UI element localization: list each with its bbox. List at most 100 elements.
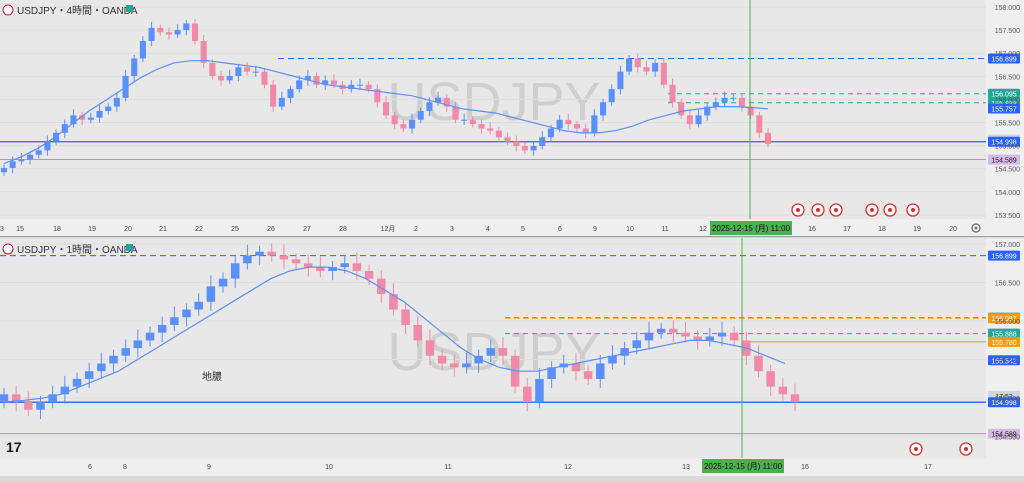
x-tick-label: 16	[808, 226, 816, 233]
candle-body	[157, 27, 164, 33]
moving-average-line[interactable]	[3, 266, 786, 403]
candle-body	[620, 348, 629, 356]
candle-body	[717, 332, 727, 337]
x-tick-label: 12月	[381, 225, 396, 233]
price-tag[interactable]: 154.589	[988, 428, 1020, 439]
x-tick-label: 10	[325, 464, 333, 471]
candle-body	[632, 340, 642, 349]
candle-body	[426, 102, 433, 111]
pane-1h[interactable]: USDJPY USDJPY・1時間・OANDA 地膿 17 156.899156…	[0, 238, 1024, 476]
economic-event-icon[interactable]	[791, 203, 805, 217]
candle-body	[194, 301, 203, 310]
candle-body	[626, 58, 633, 72]
candle-body	[148, 27, 155, 41]
x-tick-label: 2	[414, 226, 418, 233]
candle-body	[53, 132, 60, 142]
candle-body	[790, 394, 800, 403]
candle-body	[121, 348, 130, 356]
price-tag[interactable]: 155.888	[988, 328, 1020, 339]
price-tag-text: 154.589	[991, 158, 1016, 165]
y-tick-label: 154.500	[995, 167, 1020, 174]
price-tag[interactable]: 155.757	[988, 103, 1020, 114]
y-tick-label: 156.500	[995, 74, 1020, 81]
pane-4h-yticks: 158.000 157.500 157.000 156.500 156.000 155.5…	[995, 5, 1020, 220]
economic-event-icon[interactable]	[959, 442, 973, 456]
candle-body	[495, 130, 502, 138]
candle-body	[174, 30, 181, 35]
candle-body	[523, 386, 532, 403]
economic-event-icon[interactable]	[811, 203, 825, 217]
pane-4h[interactable]: USDJPY USDJPY・4時間・OANDA 156.899156.09515…	[0, 0, 1024, 237]
candle-body	[170, 317, 179, 325]
pane-4h-time-axis[interactable]	[0, 219, 986, 236]
x-tick-label: 3	[450, 226, 454, 233]
price-tag[interactable]: 156.899	[988, 53, 1020, 64]
x-tick-label: 18	[53, 226, 61, 233]
candle-body	[778, 386, 788, 395]
y-tick-label: 155.500	[995, 121, 1020, 128]
candle-body	[391, 115, 398, 125]
price-tag[interactable]: 156.899	[988, 250, 1020, 261]
candle-body	[754, 355, 763, 372]
candle-body	[267, 251, 276, 256]
economic-event-icon[interactable]	[829, 203, 843, 217]
candle-body	[756, 115, 763, 133]
candle-body	[530, 146, 537, 151]
price-tag[interactable]: 156.095	[988, 88, 1020, 99]
x-tick-label: 20	[949, 226, 957, 233]
x-tick-label: 28	[339, 226, 347, 233]
economic-event-icon[interactable]	[883, 203, 897, 217]
pane-1h-tags: 156.899156.095156.087155.888155.780155.5…	[988, 250, 1020, 439]
candle-body	[425, 340, 435, 356]
x-tick-label: 10	[626, 226, 634, 233]
price-tag-text: 156.087	[991, 316, 1016, 323]
candle-body	[729, 332, 739, 341]
candle-body	[437, 355, 447, 364]
candle-body	[704, 106, 711, 116]
settings-icon[interactable]	[971, 223, 981, 233]
candle-body	[686, 115, 693, 125]
price-tag-text: 156.899	[991, 57, 1016, 64]
pane-1h-time-axis[interactable]	[0, 458, 986, 476]
price-tag[interactable]: 155.780	[988, 336, 1020, 347]
candle-body	[435, 97, 442, 103]
pane-4h-price-axis[interactable]	[986, 0, 1024, 236]
candle-body	[417, 111, 424, 120]
candle-body	[747, 106, 754, 116]
candle-body	[660, 62, 667, 85]
pane-1h-yticks: 157.000 156.500 156.000 155.500 155.000 154.5…	[995, 242, 1020, 442]
y-tick-label: 156.500	[995, 281, 1020, 288]
y-tick-label: 157.000	[995, 242, 1020, 249]
y-tick-label: 156.000	[995, 97, 1020, 104]
candle-body	[504, 137, 511, 142]
candle-body	[316, 267, 325, 271]
price-tag[interactable]: 154.589	[988, 154, 1020, 165]
candle-body	[191, 23, 199, 41]
price-tag[interactable]: 154.998	[988, 397, 1020, 408]
x-tick-label: 17	[924, 464, 932, 471]
x-tick-label: 9	[593, 226, 597, 233]
candle-body	[487, 128, 494, 131]
candle-body	[348, 84, 355, 90]
candle-body	[409, 119, 416, 129]
candle-body	[669, 84, 676, 103]
candle-body	[61, 124, 68, 133]
moving-average-line[interactable]	[3, 60, 769, 165]
chart-annotation[interactable]: 地膿	[202, 370, 222, 383]
candle-body	[139, 41, 146, 59]
cursor-time-label-1h: 2025-12-15 (月) 11:00	[702, 459, 784, 473]
economic-event-icon[interactable]	[865, 203, 879, 217]
economic-event-icon[interactable]	[909, 442, 923, 456]
x-tick-label: 13	[682, 464, 690, 471]
price-tag[interactable]: 156.087	[988, 313, 1020, 324]
pane-4h-header[interactable]: USDJPY・4時間・OANDA	[2, 4, 138, 17]
candle-body	[252, 71, 259, 73]
price-tag[interactable]: 154.998	[988, 136, 1020, 147]
candle-body	[36, 402, 45, 410]
pane-1h-header[interactable]: USDJPY・1時間・OANDA	[2, 243, 138, 256]
economic-event-icon[interactable]	[906, 203, 920, 217]
candle-body	[35, 150, 42, 155]
price-tag[interactable]: 155.542	[988, 355, 1020, 366]
